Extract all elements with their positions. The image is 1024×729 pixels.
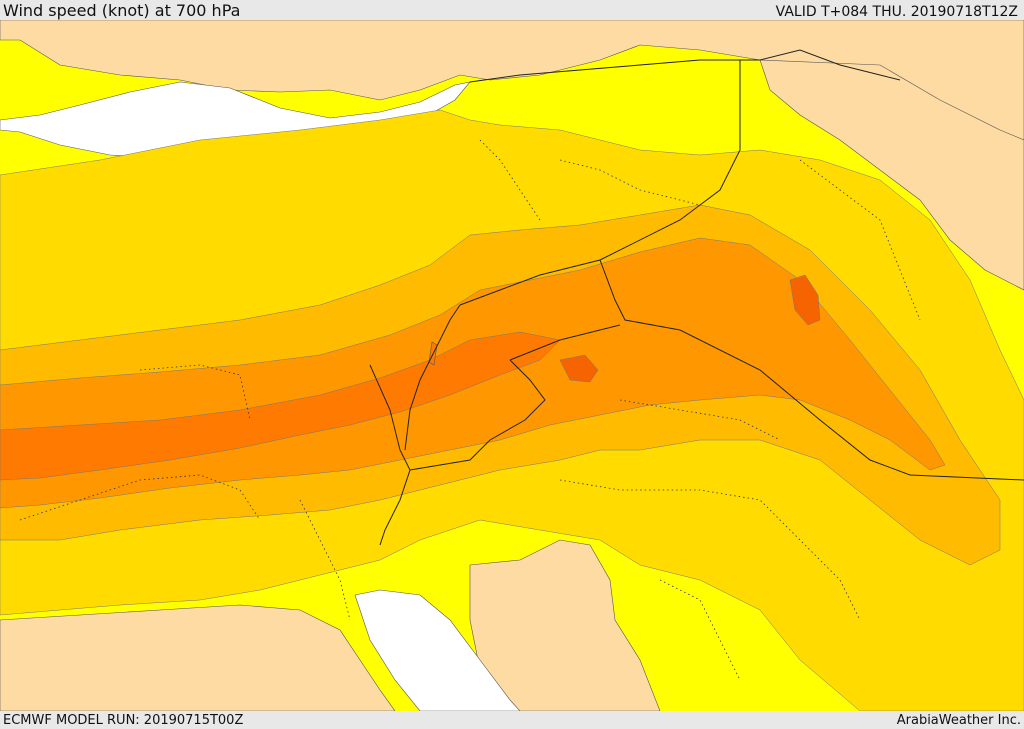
country-borders (369, 49, 1024, 546)
sea-mediterranean-north (0, 81, 471, 159)
province-boundaries (19, 139, 921, 681)
header-bar: Wind speed (knot) at 700 hPa VALID T+084… (0, 0, 1024, 20)
sea-red-sea (354, 589, 521, 711)
wind-speed-map (0, 20, 1024, 711)
footer-bar: ECMWF MODEL RUN: 20190715T00Z ArabiaWeat… (0, 711, 1024, 729)
valid-time: VALID T+084 THU. 20190718T12Z (775, 4, 1018, 20)
wind-band-core-west (559, 354, 599, 383)
credit: ArabiaWeather Inc. (896, 713, 1021, 728)
model-run: ECMWF MODEL RUN: 20190715T00Z (3, 713, 244, 728)
land-egypt-southwest (0, 604, 396, 711)
map-title: Wind speed (knot) at 700 hPa (3, 1, 241, 20)
wind-band-core (789, 274, 821, 326)
land-iran (759, 59, 1024, 291)
wind-band-5 (0, 331, 561, 481)
